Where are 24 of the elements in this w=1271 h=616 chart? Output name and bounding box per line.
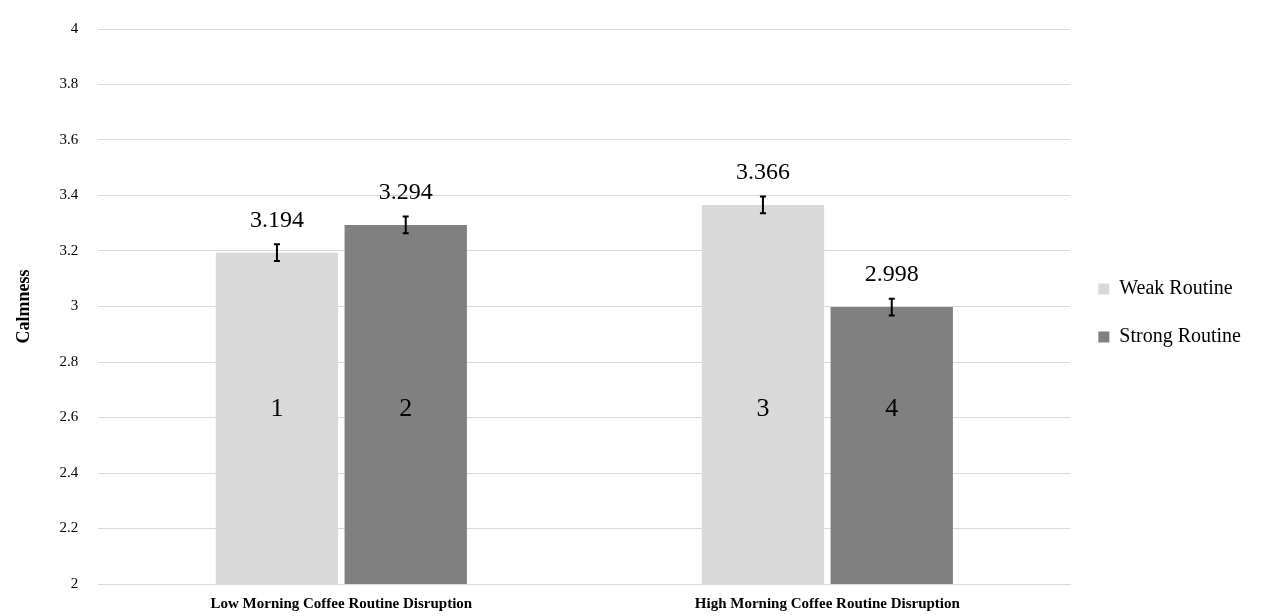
y-tick-label: 3.4 bbox=[59, 186, 79, 203]
data-label: 2.998 bbox=[864, 260, 919, 287]
legend-label: Strong Routine bbox=[1119, 324, 1242, 348]
y-tick-label: 4 bbox=[70, 19, 79, 36]
y-tick-label: 3.6 bbox=[59, 130, 79, 147]
x-tick-label: Low Morning Coffee Routine Disruption bbox=[210, 594, 473, 611]
y-tick-label: 2.8 bbox=[59, 352, 79, 369]
data-label: 3.366 bbox=[735, 157, 790, 184]
y-tick-label: 3 bbox=[70, 297, 79, 314]
annotation: 3 bbox=[756, 393, 770, 422]
y-tick-label: 3.2 bbox=[59, 241, 79, 258]
annotation: 4 bbox=[885, 393, 899, 422]
y-tick-label: 2.6 bbox=[59, 408, 79, 425]
y-tick-label: 3.8 bbox=[59, 75, 79, 92]
data-label: 3.294 bbox=[378, 177, 433, 204]
annotation: 2 bbox=[399, 393, 413, 422]
y-tick-label: 2.2 bbox=[59, 519, 79, 536]
legend-label: Weak Routine bbox=[1119, 276, 1233, 299]
y-axis-title: Calmness bbox=[13, 269, 34, 344]
annotation: 1 bbox=[270, 393, 284, 422]
x-tick-label: High Morning Coffee Routine Disruption bbox=[694, 594, 961, 611]
data-label: 3.194 bbox=[249, 205, 304, 232]
y-tick-label: 2 bbox=[70, 574, 79, 591]
y-tick-label: 2.4 bbox=[59, 463, 79, 480]
